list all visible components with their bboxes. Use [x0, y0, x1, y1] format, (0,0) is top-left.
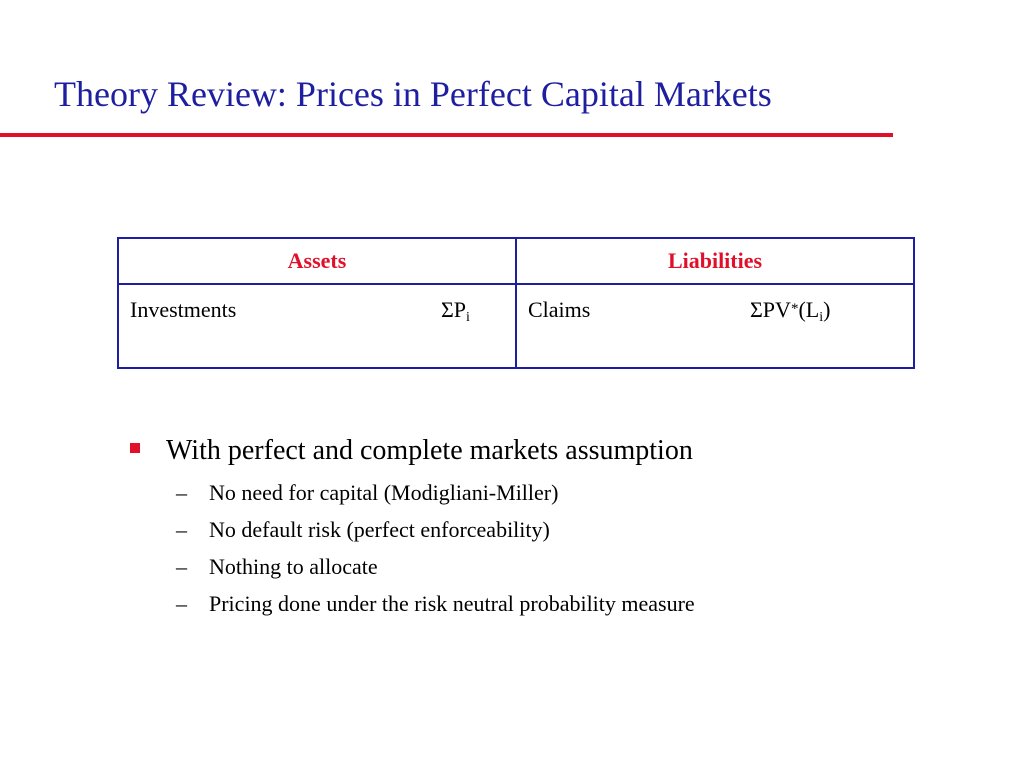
dash-marker: – [176, 591, 187, 616]
liabilities-label: Claims [528, 297, 591, 322]
liabilities-cell: Claims ΣPV*(Li) [515, 283, 915, 369]
sub-bullet-text: Pricing done under the risk neutral prob… [209, 591, 695, 616]
sub-bullet-text: No need for capital (Modigliani-Miller) [209, 480, 559, 505]
sub-bullet-text: Nothing to allocate [209, 554, 378, 579]
liabilities-value-subscript: i [819, 310, 824, 325]
balance-sheet-table: Assets Liabilities Investments ΣPi Claim… [117, 237, 915, 369]
assets-value-main: ΣP [441, 297, 467, 322]
table-header-row: Assets Liabilities [117, 237, 915, 285]
liabilities-value-superscript: * [790, 301, 799, 317]
slide-title: Theory Review: Prices in Perfect Capital… [54, 74, 772, 114]
liabilities-value-prefix: ΣPV [750, 297, 791, 322]
assets-label: Investments [130, 297, 237, 322]
square-bullet-icon [130, 443, 140, 453]
liabilities-value-mid: (L [798, 297, 820, 322]
header-liabilities: Liabilities [515, 237, 915, 285]
liabilities-value-suffix: ) [823, 297, 831, 322]
sub-bullet-text: No default risk (perfect enforceability) [209, 517, 550, 542]
dash-marker: – [176, 517, 187, 542]
title-underline [0, 133, 893, 137]
dash-marker: – [176, 480, 187, 505]
assets-value-subscript: i [466, 310, 470, 325]
assets-value: ΣPi [441, 297, 470, 325]
bullet-text: With perfect and complete markets assump… [166, 435, 693, 466]
table-row: Investments ΣPi Claims ΣPV*(Li) [117, 283, 915, 369]
dash-marker: – [176, 554, 187, 579]
liabilities-value: ΣPV*(Li) [750, 297, 831, 325]
header-assets: Assets [117, 237, 517, 285]
assets-cell: Investments ΣPi [117, 283, 517, 369]
